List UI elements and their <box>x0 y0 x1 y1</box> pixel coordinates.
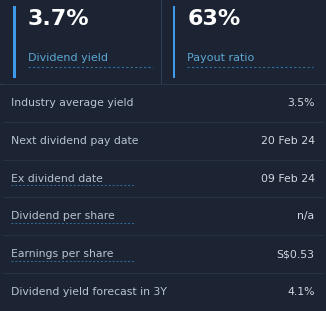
Text: 3.5%: 3.5% <box>287 98 315 108</box>
Text: 4.1%: 4.1% <box>287 287 315 297</box>
Text: Earnings per share: Earnings per share <box>11 249 114 259</box>
Text: Industry average yield: Industry average yield <box>11 98 134 108</box>
Text: 3.7%: 3.7% <box>28 9 89 29</box>
Bar <box>173 6 175 78</box>
Text: 63%: 63% <box>187 9 241 29</box>
Text: 09 Feb 24: 09 Feb 24 <box>260 174 315 183</box>
Text: Payout ratio: Payout ratio <box>187 53 255 63</box>
Text: 20 Feb 24: 20 Feb 24 <box>260 136 315 146</box>
Text: Next dividend pay date: Next dividend pay date <box>11 136 139 146</box>
Text: Dividend yield: Dividend yield <box>28 53 108 63</box>
Text: Dividend yield forecast in 3Y: Dividend yield forecast in 3Y <box>11 287 167 297</box>
Bar <box>13 6 16 78</box>
Text: n/a: n/a <box>297 211 315 221</box>
Text: Dividend per share: Dividend per share <box>11 211 115 221</box>
Text: Ex dividend date: Ex dividend date <box>11 174 103 183</box>
Text: S$0.53: S$0.53 <box>276 249 315 259</box>
